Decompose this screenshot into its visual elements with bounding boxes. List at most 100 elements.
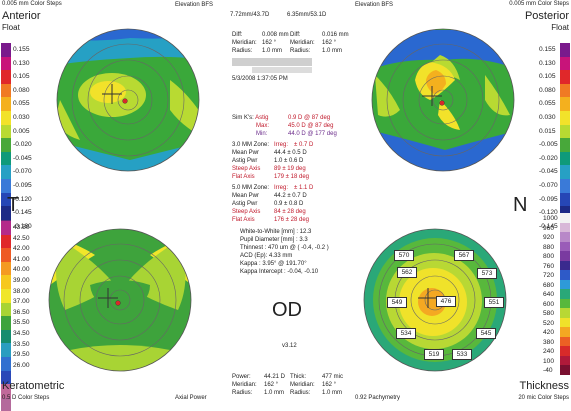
scale-value: 600 bbox=[543, 300, 555, 308]
pachy-value: 519 bbox=[424, 349, 444, 360]
pachymetry-title: 0.92 Pachymetry bbox=[355, 395, 401, 401]
diff1-value: 0.008 mm bbox=[262, 32, 289, 38]
redacted-name bbox=[232, 58, 312, 66]
meridian2-label: Meridian: bbox=[290, 40, 315, 46]
scale-value: 36.50 bbox=[13, 308, 30, 316]
zone3-steep-label: Steep Axis bbox=[232, 166, 261, 172]
pachy-value: 545 bbox=[476, 328, 496, 339]
scale-value: 33.50 bbox=[13, 340, 30, 348]
bottom-radius2-label: Radius: bbox=[290, 390, 311, 396]
pachy-value: 534 bbox=[396, 328, 416, 339]
anterior-float-map[interactable] bbox=[50, 25, 210, 185]
scale-value: -40 bbox=[543, 367, 553, 374]
anterior-steps: 0.005 mm Color Steps bbox=[2, 1, 62, 7]
scale-value: 880 bbox=[543, 243, 555, 251]
keratometric-map[interactable] bbox=[42, 225, 202, 385]
thick-label: Thick: bbox=[290, 374, 307, 380]
diff2-value: 0.016 mm bbox=[322, 32, 349, 38]
zone5-irreg-label: Irreg: bbox=[274, 185, 289, 191]
scale-value: 420 bbox=[543, 329, 555, 336]
left-bottom-scale-bar bbox=[1, 221, 11, 411]
scale-value: -0.020 bbox=[13, 141, 32, 149]
bottom-meridian-value: 162 ° bbox=[264, 382, 279, 388]
kappa-intercept: Kappa Intercept : -0.04, -0.10 bbox=[240, 269, 319, 275]
simk-row: Sim K's: Astig 0.9 D @ 87 deg bbox=[232, 115, 330, 122]
scale-value: 520 bbox=[543, 319, 555, 327]
simk-astig-value: 0.9 D @ 87 deg bbox=[288, 115, 331, 121]
bottom-meridian2-value: 162 ° bbox=[322, 382, 337, 388]
scale-value: 0.130 bbox=[539, 59, 556, 67]
zone5-flat-value: 176 ± 28 deg bbox=[274, 217, 309, 223]
radius1-label: Radius: bbox=[232, 48, 253, 54]
scale-value: -0.145 bbox=[13, 209, 32, 217]
meridian2-value: 162 ° bbox=[322, 40, 337, 46]
scale-value: 0.015 bbox=[539, 127, 556, 135]
pachy-value: 549 bbox=[387, 297, 407, 308]
posterior-float-map[interactable] bbox=[365, 25, 525, 185]
zone5-mean-value: 44.2 ± 0.7 D bbox=[274, 193, 307, 199]
pachy-value: 567 bbox=[454, 250, 474, 261]
posterior-type: Float bbox=[551, 23, 569, 32]
zone5-astig-value: 0.9 ± 0.8 D bbox=[274, 201, 304, 207]
zone3-mean-value: 44.4 ± 0.5 D bbox=[274, 150, 307, 156]
posterior-title: Posterior bbox=[524, 10, 569, 22]
scale-value: 0.005 bbox=[13, 127, 30, 135]
scale-value: 640 bbox=[543, 291, 555, 298]
right-bottom-scale-bar bbox=[560, 213, 570, 375]
meridian1-label: Meridian: bbox=[232, 40, 257, 46]
zone5-flat-label: Flat Axis bbox=[232, 217, 255, 223]
simk-astig-label: Astig bbox=[255, 115, 269, 121]
zone5-astig-label: Astig Pwr bbox=[232, 201, 258, 207]
power-value: 44.21 D bbox=[264, 374, 286, 380]
scale-value: 35.50 bbox=[13, 319, 30, 327]
zone3-astig-value: 1.0 ± 0.6 D bbox=[274, 158, 304, 164]
scale-value: -0.020 bbox=[539, 154, 558, 162]
scale-value: 0.105 bbox=[539, 73, 556, 81]
zone3-steep-value: 89 ± 19 deg bbox=[274, 166, 306, 172]
scale-value: 37.00 bbox=[13, 298, 30, 306]
eye-od-label: OD bbox=[272, 299, 302, 321]
keratometric-title: Keratometric bbox=[2, 380, 65, 392]
pachy-value: 551 bbox=[484, 297, 504, 308]
scale-value: 100 bbox=[543, 357, 555, 365]
pachy-value: 562 bbox=[397, 267, 417, 278]
scale-value: 42.50 bbox=[13, 234, 30, 242]
scale-value: -0.120 bbox=[13, 195, 32, 203]
radius2-value: 1.0 mm bbox=[322, 48, 343, 54]
redacted-id bbox=[252, 67, 312, 73]
power-label: Power: bbox=[232, 374, 251, 380]
scale-value: 34.50 bbox=[13, 330, 30, 337]
meridian1-value: 162 ° bbox=[262, 40, 277, 46]
anterior-elev-title: Elevation BFS bbox=[175, 2, 214, 8]
pachy-value: 570 bbox=[394, 250, 414, 261]
scale-value: 1000 bbox=[543, 215, 558, 222]
scale-value: 0.155 bbox=[13, 46, 30, 53]
scale-value: 0.055 bbox=[13, 100, 30, 108]
thinnest-point: Thinnest : 470 um @ ( -0.4, -0.2 ) bbox=[240, 245, 329, 251]
scale-value: -0.160 bbox=[13, 222, 32, 230]
posterior-bfs-vals: 6.35mm/53.1D bbox=[287, 12, 327, 18]
scale-value: 760 bbox=[543, 262, 555, 270]
scale-value: 40.00 bbox=[13, 266, 30, 274]
zone3-flat-label: Flat Axis bbox=[232, 174, 255, 180]
anterior-type: Float bbox=[2, 23, 20, 32]
scale-value: -0.095 bbox=[539, 195, 558, 203]
posterior-steps: 0.005 mm Color Steps bbox=[509, 1, 569, 7]
max-value: 45.0 D @ 87 deg bbox=[288, 123, 334, 129]
scale-value: 0.105 bbox=[13, 73, 30, 81]
zone3-irreg-label: Irreg: bbox=[274, 142, 289, 148]
scale-value: 39.00 bbox=[13, 277, 30, 284]
scale-value: -0.095 bbox=[13, 182, 32, 189]
zone5-steep-value: 84 ± 28 deg bbox=[274, 209, 306, 215]
scale-value: -0.005 bbox=[539, 141, 558, 149]
scale-value: 29.50 bbox=[13, 351, 30, 359]
bottom-radius2-value: 1.0 mm bbox=[322, 390, 343, 396]
scale-value: 0.080 bbox=[539, 86, 556, 94]
left-top-scale-bar bbox=[1, 43, 11, 234]
pachy-value: 476 bbox=[436, 296, 456, 307]
scale-value: -0.070 bbox=[13, 168, 32, 176]
bottom-radius-value: 1.0 mm bbox=[264, 390, 285, 396]
min-value: 44.0 D @ 177 deg bbox=[288, 131, 337, 137]
temporal-letter: T bbox=[7, 194, 20, 216]
zone3-astig-label: Astig Pwr bbox=[232, 158, 258, 164]
